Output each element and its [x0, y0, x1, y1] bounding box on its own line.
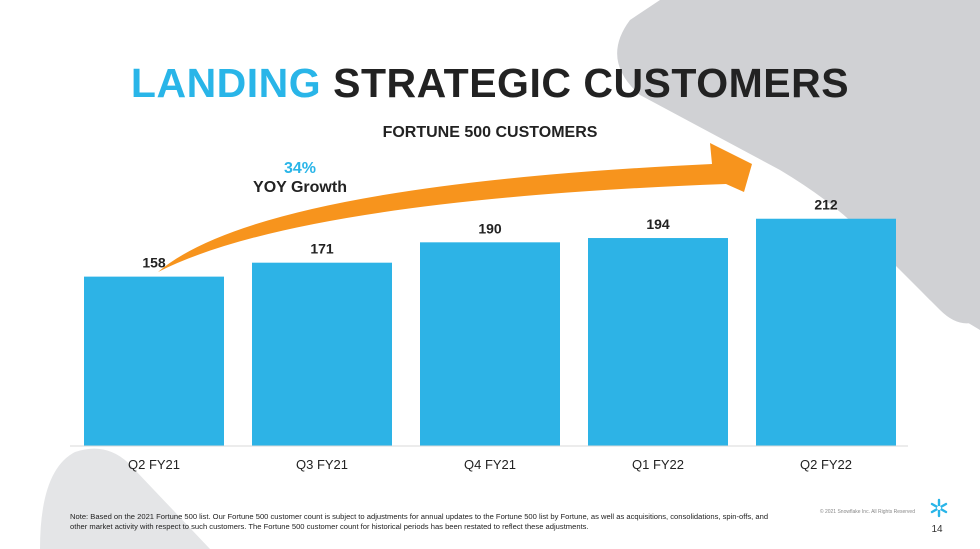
- title-main: STRATEGIC CUSTOMERS: [333, 60, 850, 106]
- data-label: 212: [814, 197, 838, 213]
- copyright-text: © 2021 Snowflake Inc. All Rights Reserve…: [819, 509, 915, 515]
- growth-label: YOY Growth: [253, 179, 347, 196]
- data-label: 190: [478, 220, 502, 236]
- bar-q2-fy21: [84, 276, 224, 446]
- growth-percent: 34%: [283, 160, 317, 177]
- growth-arrow-layer: [158, 143, 752, 272]
- bar-q1-fy22: [588, 238, 728, 446]
- bar-q2-fy22: [756, 218, 896, 446]
- background-corner-shape: [40, 448, 210, 549]
- chart-title: FORTUNE 500 CUSTOMERS: [382, 124, 598, 141]
- x-tick-label: Q3 FY21: [296, 457, 348, 472]
- page-number: 14: [931, 524, 943, 535]
- bar-q4-fy21: [420, 242, 560, 446]
- growth-arrow: [158, 143, 752, 272]
- title-accent: LANDING: [130, 60, 322, 106]
- x-tick-label: Q1 FY22: [632, 457, 684, 472]
- snowflake-logo-icon: [930, 498, 948, 518]
- data-label: 194: [646, 216, 670, 232]
- data-label: 171: [310, 241, 334, 257]
- bars-layer: 158 Q2 FY21 171 Q3 FY21 190 Q4 FY21 194 Q1 FY22…: [84, 197, 896, 472]
- x-tick-label: Q2 FY21: [128, 457, 180, 472]
- bar-q3-fy21: [252, 262, 392, 446]
- data-label: 158: [142, 255, 166, 271]
- slide-title: LANDING STRATEGIC CUSTOMERS: [0, 58, 980, 108]
- background-chevron-lower-shape: [880, 30, 980, 330]
- footnote: Note: Based on the 2021 Fortune 500 list…: [70, 512, 769, 531]
- x-tick-label: Q4 FY21: [464, 457, 516, 472]
- x-tick-label: Q2 FY22: [800, 457, 852, 472]
